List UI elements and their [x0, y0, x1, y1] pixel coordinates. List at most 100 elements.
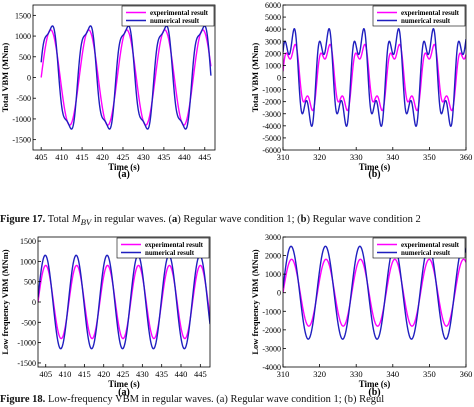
caption-text: Total — [45, 214, 72, 225]
x-tick-label: 425 — [117, 152, 130, 162]
caption-subscript: BV — [80, 217, 92, 228]
y-axis-label: Total VBM (MNm) — [250, 43, 260, 113]
series-line-numerical — [40, 25, 212, 130]
legend-label: numerical result — [401, 249, 451, 257]
y-tick-label: -1000 — [262, 86, 281, 95]
x-tick-label: 430 — [136, 369, 149, 379]
y-tick-label: -2000 — [262, 326, 281, 335]
x-axis-label: Time (s) — [108, 379, 140, 389]
series-line-experimental — [40, 29, 212, 126]
x-tick-label: 340 — [386, 369, 399, 379]
figure-17-label: Figure 17. — [0, 214, 46, 225]
panel-label: (a) — [118, 169, 130, 180]
y-tick-label: 1000 — [265, 61, 281, 70]
series-line-numerical — [283, 27, 466, 128]
series-line-numerical — [283, 245, 466, 340]
y-tick-label: -1000 — [17, 339, 36, 348]
x-tick-label: 360 — [460, 369, 473, 379]
y-axis-label: Low frequency VBM (MNm) — [250, 249, 260, 354]
x-tick-label: 410 — [55, 152, 68, 162]
y-tick-label: -1000 — [262, 307, 281, 316]
legend-label: experimental result — [145, 241, 204, 249]
x-tick-label: 445 — [194, 369, 207, 379]
legend-label: experimental result — [150, 9, 209, 17]
y-tick-label: 3000 — [265, 37, 281, 46]
y-tick-label: 5000 — [265, 13, 281, 22]
caption-symbol: M — [71, 214, 81, 225]
panel-label: (b) — [368, 387, 380, 398]
x-tick-label: 420 — [96, 152, 109, 162]
x-tick-label: 415 — [78, 369, 91, 379]
caption-text: Low-frequency VBM in regular waves. (a) … — [45, 394, 385, 405]
y-tick-label: 6000 — [265, 1, 281, 10]
panel-label: (a) — [118, 387, 130, 398]
series-line-experimental — [283, 258, 466, 327]
y-tick-label: -500 — [21, 318, 36, 327]
caption-text: in regular waves. ( — [91, 214, 173, 225]
y-tick-label: -3000 — [262, 110, 281, 119]
x-axis-label: Time (s) — [359, 379, 391, 389]
y-tick-label: 1000 — [265, 270, 281, 279]
legend-label: experimental result — [401, 241, 460, 249]
y-tick-label: -4000 — [262, 122, 281, 131]
series-line-experimental — [38, 264, 210, 340]
x-tick-label: 410 — [59, 369, 72, 379]
legend-label: experimental result — [401, 9, 460, 17]
legend-label: numerical result — [145, 249, 195, 257]
x-tick-label: 430 — [137, 152, 150, 162]
panel-label: (b) — [368, 169, 380, 180]
y-tick-label: 1500 — [15, 11, 31, 20]
y-tick-label: -1000 — [12, 115, 31, 124]
x-tick-label: 435 — [158, 152, 171, 162]
x-tick-label: 360 — [460, 152, 473, 162]
x-tick-label: 340 — [386, 152, 399, 162]
y-tick-label: 500 — [19, 53, 31, 62]
y-tick-label: 0 — [27, 74, 31, 83]
series-line-experimental — [283, 43, 466, 112]
y-tick-label: 500 — [24, 278, 36, 287]
x-tick-label: 320 — [313, 152, 326, 162]
x-tick-label: 415 — [76, 152, 89, 162]
x-tick-label: 350 — [423, 369, 436, 379]
x-axis-label: Time (s) — [108, 162, 140, 172]
x-tick-label: 445 — [198, 152, 211, 162]
figure-18-caption: Figure 18. Low-frequency VBM in regular … — [0, 394, 474, 405]
x-tick-label: 405 — [39, 369, 52, 379]
x-tick-label: 320 — [313, 369, 326, 379]
chart-top-right: 310 320 330 340 350 360 -6000 -5000 -4000 -3000 -2… — [250, 1, 472, 180]
caption-letter: a — [172, 214, 178, 225]
plot-frame — [282, 236, 467, 368]
chart-bottom-right: 310 320 330 340 350 360 -4000 -3000 -2000 -1000 0 1… — [250, 233, 472, 398]
x-tick-label: 440 — [175, 369, 188, 379]
y-tick-label: -500 — [16, 94, 31, 103]
chart-bottom-left: 405 410 415 420 425 430 435 440 445 -1500 -1000 -50… — [0, 236, 211, 398]
x-tick-label: 330 — [350, 369, 363, 379]
x-tick-label: 425 — [117, 369, 130, 379]
x-tick-label: 440 — [178, 152, 191, 162]
y-tick-label: 1000 — [15, 32, 31, 41]
caption-letter: b — [300, 214, 307, 225]
y-tick-label: 0 — [32, 298, 36, 307]
x-tick-label: 330 — [350, 152, 363, 162]
y-tick-label: -5000 — [262, 134, 281, 143]
y-tick-label: 1000 — [20, 257, 36, 266]
caption-text: ) Regular wave condition 1; ( — [177, 214, 301, 225]
y-tick-label: 2000 — [265, 49, 281, 58]
y-tick-label: 0 — [277, 74, 281, 83]
y-tick-label: -1500 — [17, 359, 36, 368]
legend-label: numerical result — [401, 17, 451, 25]
legend-label: numerical result — [150, 17, 200, 25]
chart-top-left: 405 410 415 420 425 430 435 440 445 -1500 -1000 -50… — [0, 4, 216, 180]
x-tick-label: 350 — [423, 152, 436, 162]
figure-18-label: Figure 18. — [0, 394, 46, 405]
y-tick-label: 2000 — [265, 252, 281, 261]
x-axis-label: Time (s) — [359, 162, 391, 172]
y-tick-label: 0 — [277, 289, 281, 298]
caption-text: ) Regular wave condition 2 — [306, 214, 421, 225]
series-line-numerical — [38, 254, 210, 350]
y-tick-label: 4000 — [265, 25, 281, 34]
